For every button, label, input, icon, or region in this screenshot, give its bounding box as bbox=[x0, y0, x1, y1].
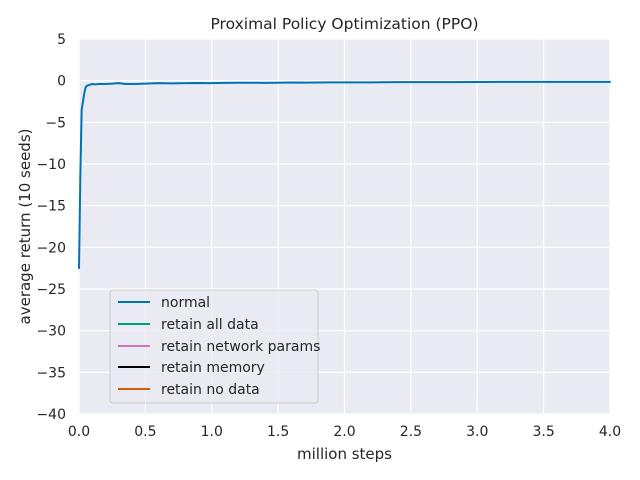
x-tick-label: 0.5 bbox=[134, 424, 156, 440]
x-axis-label: million steps bbox=[297, 445, 392, 463]
y-axis-label: average return (10 seeds) bbox=[16, 129, 34, 325]
series-line-normal bbox=[78, 80, 611, 270]
x-tick-label: 1.5 bbox=[267, 424, 289, 440]
y-tick-label: 5 bbox=[57, 32, 66, 48]
x-tick-label: 0.0 bbox=[68, 424, 90, 440]
y-tick-label: −20 bbox=[36, 240, 66, 256]
y-tick-labels: 5 0 −5 −10 −15 −20 −25 −30 −35 −40 bbox=[36, 32, 66, 423]
grid-lines bbox=[78, 38, 611, 415]
legend-label-retain-no-data: retain no data bbox=[161, 382, 260, 398]
y-tick-label: −5 bbox=[45, 115, 66, 131]
legend-box bbox=[109, 289, 319, 404]
y-tick-label: −15 bbox=[36, 199, 66, 215]
x-tick-label: 3.0 bbox=[466, 424, 488, 440]
x-tick-label: 1.0 bbox=[201, 424, 223, 440]
x-tick-labels: 0.0 0.5 1.0 1.5 2.0 2.5 3.0 3.5 4.0 bbox=[68, 424, 621, 440]
y-tick-label: −25 bbox=[36, 282, 66, 298]
legend-label-retain-network-params: retain network params bbox=[161, 339, 320, 355]
y-tick-label: 0 bbox=[57, 74, 66, 90]
y-tick-label: −30 bbox=[36, 324, 66, 340]
legend-label-normal: normal bbox=[161, 295, 210, 311]
legend-label-retain-all-data: retain all data bbox=[161, 317, 259, 333]
x-tick-label: 4.0 bbox=[599, 424, 621, 440]
y-tick-label: −40 bbox=[36, 407, 66, 423]
y-tick-label: −35 bbox=[36, 365, 66, 381]
chart-title: Proximal Policy Optimization (PPO) bbox=[210, 15, 478, 33]
legend: normal retain all data retain network pa… bbox=[109, 289, 320, 404]
series-lines bbox=[78, 80, 611, 270]
x-tick-label: 2.0 bbox=[333, 424, 355, 440]
legend-label-retain-memory: retain memory bbox=[161, 360, 265, 376]
y-tick-label: −10 bbox=[36, 157, 66, 173]
x-tick-label: 2.5 bbox=[400, 424, 422, 440]
x-tick-label: 3.5 bbox=[532, 424, 554, 440]
